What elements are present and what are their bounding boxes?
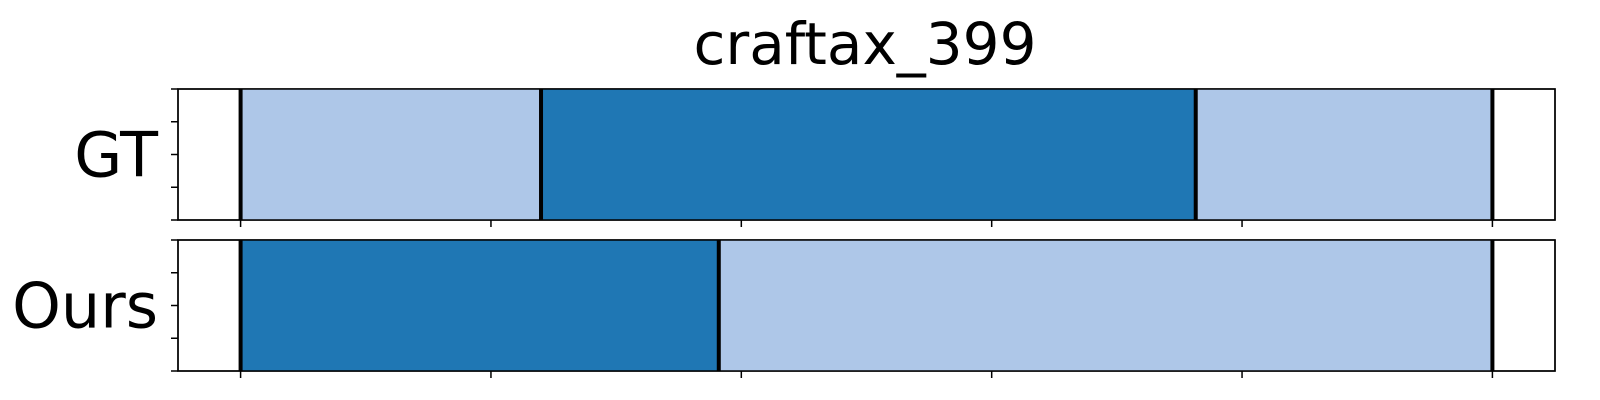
segment-gt-2: [1195, 89, 1493, 220]
rows-group: GT Ours: [12, 88, 1556, 378]
segment-gt-0: [240, 89, 542, 220]
row-label-gt: GT: [74, 119, 159, 192]
segment-gt-1: [541, 89, 1196, 220]
row-label-ours: Ours: [12, 270, 158, 343]
chart-title: craftax_399: [694, 10, 1037, 78]
row-ours: Ours: [12, 239, 1556, 378]
row-gt: GT: [74, 88, 1556, 227]
segment-ours-0: [240, 240, 719, 371]
segment-ours-1: [718, 240, 1493, 371]
